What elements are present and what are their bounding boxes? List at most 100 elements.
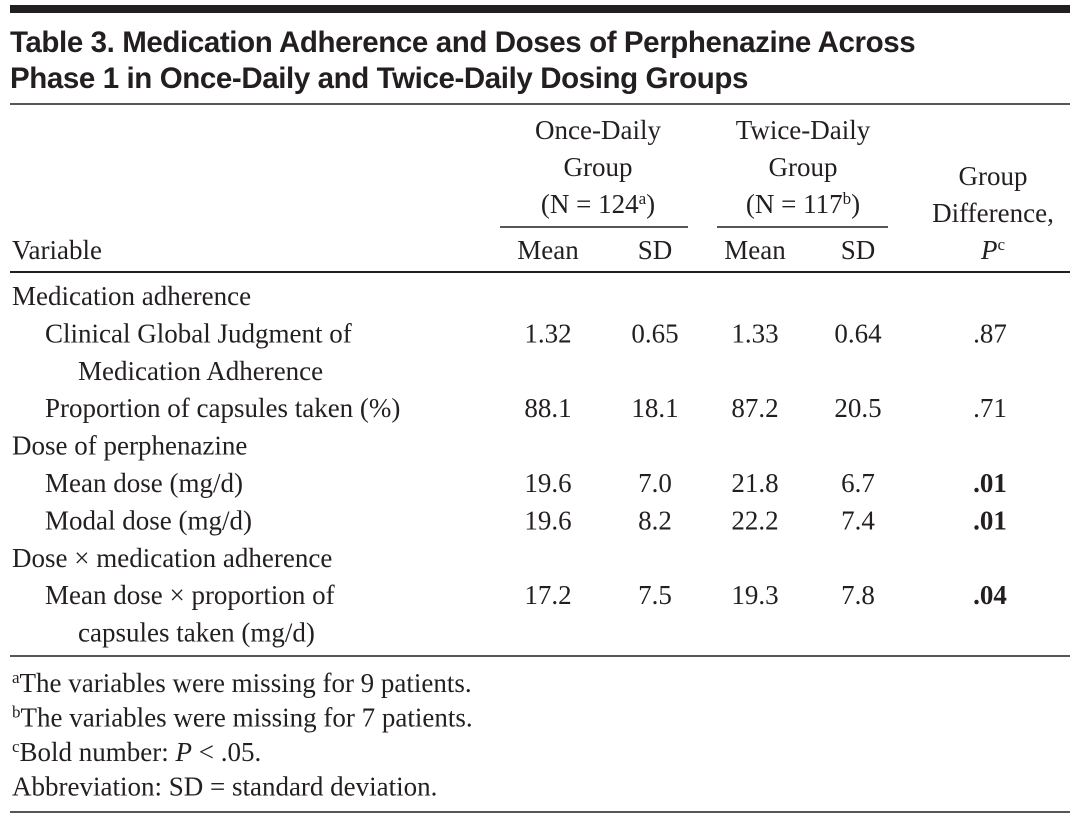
- column-header: SD: [638, 235, 673, 265]
- text-span: Abbreviation: SD = standard deviation.: [12, 772, 437, 802]
- text-span: Difference,: [932, 198, 1054, 228]
- superscript: b: [843, 189, 852, 208]
- text-span: Modal dose (mg/d): [45, 505, 252, 535]
- text-span: Dose × medication adherence: [12, 543, 332, 573]
- cell: 22.2: [731, 505, 778, 535]
- text-span: Mean dose × proportion of: [45, 580, 335, 610]
- column-header: Variable: [12, 235, 102, 265]
- cell: 7.5: [638, 580, 672, 610]
- p-value: .87: [973, 318, 1007, 348]
- text-span: 1.32: [524, 318, 571, 348]
- group-label: Group: [769, 152, 838, 182]
- column-header: SD: [841, 235, 876, 265]
- text-span: Variable: [12, 235, 102, 265]
- text-span: 7.0: [638, 468, 672, 498]
- cell: 87.2: [731, 393, 778, 423]
- text-span: .87: [973, 318, 1007, 348]
- text-span: 1.33: [731, 318, 778, 348]
- column-header: Group: [959, 161, 1028, 191]
- p-value: .04: [973, 580, 1007, 610]
- text-span: Phase 1 in Once-Daily and Twice-Daily Do…: [10, 62, 748, 95]
- cell: 21.8: [731, 468, 778, 498]
- text-span: Twice-Daily: [736, 115, 871, 145]
- superscript: c: [12, 737, 20, 756]
- text-span: 0.65: [631, 318, 678, 348]
- group-n: (N = 117b): [746, 189, 860, 219]
- group-label: Twice-Daily: [736, 115, 871, 145]
- text-span: 6.7: [841, 468, 875, 498]
- top-bar: [10, 5, 1070, 13]
- cell: 6.7: [841, 468, 875, 498]
- text-span: The variables were missing for 7 patient…: [21, 703, 473, 733]
- text-span: 21.8: [731, 468, 778, 498]
- text-span: Group: [959, 161, 1028, 191]
- text-span: Bold number:: [20, 737, 176, 767]
- text-span: ): [851, 189, 860, 219]
- superscript: a: [639, 189, 647, 208]
- text-span: Mean dose (mg/d): [45, 468, 243, 498]
- section-label: Dose of perphenazine: [12, 431, 247, 461]
- row-label: Mean dose × proportion of: [45, 580, 335, 610]
- row-label: Modal dose (mg/d): [45, 505, 252, 535]
- group-n: (N = 124a): [541, 189, 655, 219]
- text-span: SD: [841, 235, 876, 265]
- cell: 19.6: [524, 505, 571, 535]
- text-span: Group: [564, 152, 633, 182]
- text-span: 8.2: [638, 505, 672, 535]
- text-span: 20.5: [834, 393, 881, 423]
- cell: 7.0: [638, 468, 672, 498]
- text-span: (N = 117: [746, 189, 843, 219]
- text-span: 17.2: [524, 580, 571, 610]
- text-span: Medication adherence: [12, 281, 251, 311]
- text-span: .71: [973, 393, 1007, 423]
- text-span: P: [175, 737, 193, 767]
- row-label: Proportion of capsules taken (%): [45, 393, 400, 423]
- cell: 0.65: [631, 318, 678, 348]
- footnote: Abbreviation: SD = standard deviation.: [12, 772, 437, 802]
- text-span: Table 3. Medication Adherence and Doses …: [10, 26, 915, 59]
- text-span: 19.6: [524, 505, 571, 535]
- text-span: 87.2: [731, 393, 778, 423]
- p-value: .01: [973, 505, 1007, 535]
- cell: 0.64: [834, 318, 882, 348]
- text-span: .01: [973, 505, 1007, 535]
- text-span: 22.2: [731, 505, 778, 535]
- text-span: (N = 124: [541, 189, 639, 219]
- cell: 17.2: [524, 580, 571, 610]
- cell: 20.5: [834, 393, 881, 423]
- footnote: bThe variables were missing for 7 patien…: [12, 703, 473, 733]
- text-span: 88.1: [524, 393, 571, 423]
- title: Phase 1 in Once-Daily and Twice-Daily Do…: [10, 62, 748, 95]
- cell: 19.3: [731, 580, 778, 610]
- cell: 88.1: [524, 393, 571, 423]
- column-header: Pc: [980, 235, 1006, 265]
- cell: 19.6: [524, 468, 571, 498]
- cell: 1.32: [524, 318, 571, 348]
- superscript: a: [12, 668, 20, 687]
- text-span: < .05.: [192, 737, 261, 767]
- cell: 8.2: [638, 505, 672, 535]
- row-label: Clinical Global Judgment of: [45, 318, 352, 348]
- column-header: Difference,: [932, 198, 1054, 228]
- column-header: Mean: [517, 235, 579, 265]
- text-span: Clinical Global Judgment of: [45, 318, 352, 348]
- text-span: Mean: [724, 235, 786, 265]
- footnote: cBold number: P < .05.: [12, 737, 261, 767]
- row-label: capsules taken (mg/d): [78, 618, 315, 648]
- group-label: Once-Daily: [535, 115, 661, 145]
- text-span: Once-Daily: [535, 115, 661, 145]
- cell: 7.4: [841, 505, 875, 535]
- text-span: SD: [638, 235, 673, 265]
- text-span: Dose of perphenazine: [12, 431, 247, 461]
- section-label: Dose × medication adherence: [12, 543, 332, 573]
- superscript: b: [12, 703, 21, 722]
- text-span: Mean: [517, 235, 579, 265]
- p-value: .01: [973, 468, 1007, 498]
- text-span: .01: [973, 468, 1007, 498]
- title: Table 3. Medication Adherence and Doses …: [10, 26, 915, 59]
- text-span: capsules taken (mg/d): [78, 618, 315, 648]
- text-span: ): [646, 189, 655, 219]
- footnote: aThe variables were missing for 9 patien…: [12, 668, 472, 698]
- column-header: Mean: [724, 235, 786, 265]
